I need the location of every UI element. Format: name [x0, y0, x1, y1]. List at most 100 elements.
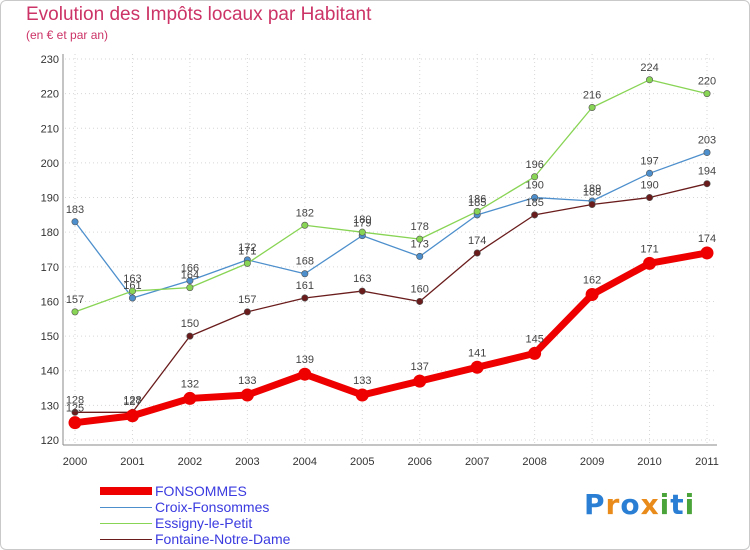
- data-point: [416, 297, 424, 305]
- data-point: [355, 388, 369, 402]
- data-label: 168: [296, 256, 314, 268]
- data-point: [416, 252, 424, 260]
- data-label: 182: [296, 207, 314, 219]
- y-tick-label: 160: [41, 296, 59, 308]
- data-label: 162: [583, 275, 601, 287]
- data-label: 185: [468, 197, 486, 209]
- data-point: [473, 207, 481, 215]
- data-point: [243, 259, 251, 267]
- legend-swatch: [100, 538, 152, 540]
- data-label: 190: [525, 180, 543, 192]
- data-point: [243, 308, 251, 316]
- x-tick-label: 2004: [293, 456, 317, 468]
- legend-swatch: [100, 506, 152, 508]
- x-tick-label: 2007: [465, 456, 489, 468]
- data-label: 178: [411, 221, 429, 233]
- data-point: [646, 76, 654, 84]
- data-label: 171: [238, 245, 256, 257]
- data-point: [301, 221, 309, 229]
- data-label: 190: [640, 180, 658, 192]
- x-tick-label: 2005: [350, 456, 374, 468]
- data-point: [588, 103, 596, 111]
- plot-area: [65, 54, 717, 445]
- data-point: [128, 294, 136, 302]
- y-tick-label: 130: [41, 400, 59, 412]
- data-point: [531, 211, 539, 219]
- data-point: [358, 287, 366, 295]
- data-label: 145: [525, 333, 543, 345]
- data-label: 180: [353, 214, 371, 226]
- data-point: [183, 391, 197, 405]
- data-label: 197: [640, 155, 658, 167]
- data-label: 185: [525, 197, 543, 209]
- data-point: [646, 169, 654, 177]
- y-tick-label: 220: [41, 89, 59, 101]
- y-tick-label: 140: [41, 366, 59, 378]
- data-label: 160: [411, 283, 429, 295]
- data-point: [703, 180, 711, 188]
- data-label: 186: [468, 193, 486, 205]
- data-label: 224: [640, 62, 658, 74]
- y-tick-label: 180: [41, 227, 59, 239]
- series-line: [74, 151, 708, 299]
- data-label: 133: [238, 375, 256, 387]
- data-point: [413, 374, 427, 388]
- series-line: [71, 249, 711, 427]
- x-tick-label: 2003: [235, 456, 259, 468]
- data-point: [301, 270, 309, 278]
- data-point: [643, 256, 657, 270]
- data-label: 141: [468, 347, 486, 359]
- data-point: [71, 408, 79, 416]
- y-tick-label: 150: [41, 331, 59, 343]
- data-label: 132: [181, 378, 199, 390]
- data-point: [470, 360, 484, 374]
- data-point: [186, 332, 194, 340]
- series-line: [74, 79, 708, 313]
- data-label: 194: [698, 166, 716, 178]
- legend-swatch: [100, 487, 152, 495]
- x-tick-label: 2010: [637, 456, 661, 468]
- y-tick-label: 190: [41, 193, 59, 205]
- data-point: [186, 284, 194, 292]
- data-label: 163: [123, 273, 141, 285]
- data-label: 128: [123, 394, 141, 406]
- data-label: 171: [640, 243, 658, 255]
- data-label: 216: [583, 89, 601, 101]
- legend-label: Fontaine-Notre-Dame: [155, 531, 291, 547]
- data-point: [68, 416, 82, 430]
- data-label: 127: [123, 396, 141, 408]
- x-tick-label: 2006: [407, 456, 431, 468]
- x-tick-label: 2000: [63, 456, 87, 468]
- data-point: [128, 287, 136, 295]
- legend-label: Essigny-le-Petit: [155, 515, 253, 531]
- data-point: [588, 200, 596, 208]
- data-point: [703, 149, 711, 157]
- data-point: [646, 194, 654, 202]
- y-tick-label: 210: [41, 123, 59, 135]
- data-label: 164: [181, 270, 199, 282]
- data-label: 183: [66, 204, 84, 216]
- data-label: 173: [411, 238, 429, 250]
- data-label: 196: [525, 159, 543, 171]
- data-point: [528, 346, 542, 360]
- x-tick-label: 2009: [580, 456, 604, 468]
- y-tick-label: 120: [41, 435, 59, 447]
- data-label: 220: [698, 76, 716, 88]
- y-tick-label: 200: [41, 158, 59, 170]
- series-fonsommes: 125 127 132 133 139 133 137 141 145 162 171 174: [66, 233, 716, 430]
- x-tick-label: 2008: [522, 456, 546, 468]
- data-point: [700, 246, 714, 260]
- data-point: [585, 288, 599, 302]
- chart-subtitle: (en € et par an): [26, 28, 109, 42]
- data-label: 203: [698, 135, 716, 147]
- data-point: [416, 235, 424, 243]
- x-tick-label: 2001: [120, 456, 144, 468]
- data-label: 128: [66, 394, 84, 406]
- data-label: 172: [238, 242, 256, 254]
- data-point: [473, 249, 481, 257]
- series-essigny-le-petit: 157 163 164 171 182 180 178 186 196 216 224 220: [66, 62, 716, 316]
- series-line: [74, 183, 708, 413]
- data-point: [71, 218, 79, 226]
- data-point: [186, 277, 194, 285]
